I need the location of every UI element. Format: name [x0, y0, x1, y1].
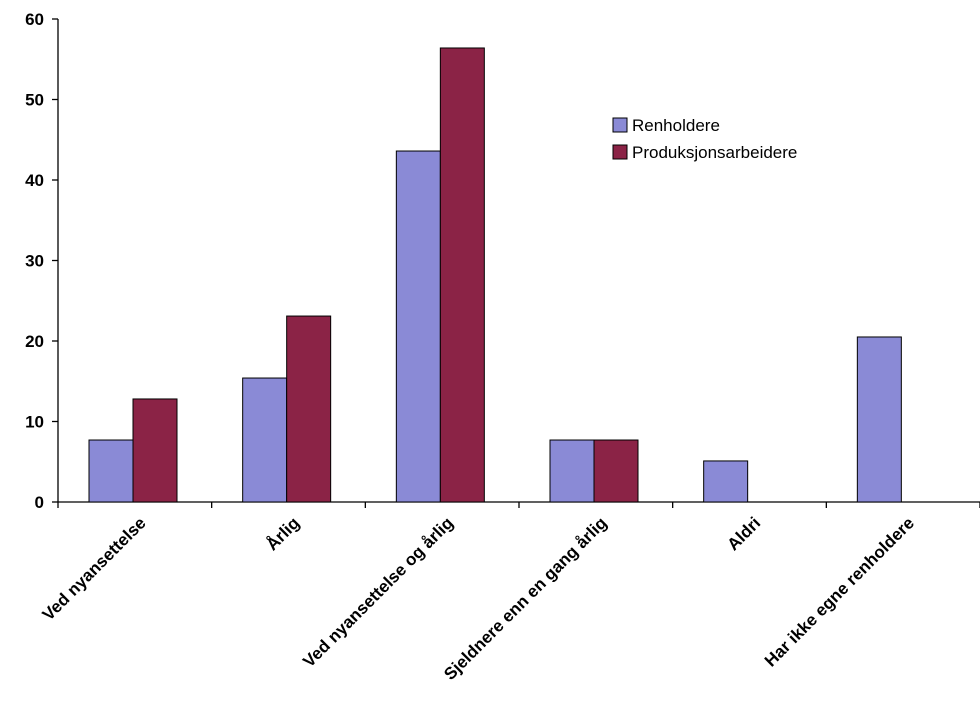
legend-swatch [612, 144, 628, 160]
legend: Renholdere Produksjonsarbeidere [608, 108, 840, 168]
x-category-label: Årlig [263, 513, 304, 554]
y-tick-label: 0 [35, 493, 44, 512]
y-tick-label: 30 [25, 252, 44, 271]
bar-renholdere-0 [88, 439, 134, 503]
x-category-label: Sjeldnere enn en gang årlig [440, 513, 610, 683]
x-category-label: Har ikke egne renholdere [761, 513, 918, 670]
bar-renholdere-4 [703, 460, 749, 503]
axes: 0 10 20 30 40 50 60 [25, 10, 980, 512]
y-tick-label: 50 [25, 91, 44, 110]
y-tick-label: 10 [25, 413, 44, 432]
bar-renholdere-3 [549, 439, 595, 503]
bar-produksjonsarbeidere-1 [286, 315, 332, 503]
legend-swatch [612, 117, 628, 133]
bar-produksjonsarbeidere-0 [132, 398, 178, 503]
legend-label: Renholdere [632, 116, 720, 135]
bar-renholdere-1 [242, 377, 288, 503]
bar-produksjonsarbeidere-2 [439, 47, 485, 503]
bar-renholdere-2 [395, 150, 441, 503]
legend-box [608, 108, 840, 168]
x-category-label: Ved nyansettelse [39, 513, 150, 624]
y-tick-label: 40 [25, 171, 44, 190]
x-category-label: Aldri [724, 513, 765, 554]
legend-label: Produksjonsarbeidere [632, 143, 797, 162]
bars [88, 47, 902, 503]
bar-produksjonsarbeidere-3 [593, 439, 639, 503]
bar-renholdere-5 [856, 336, 902, 503]
y-tick-label: 20 [25, 332, 44, 351]
x-category-label: Ved nyansettelse og årlig [299, 513, 457, 671]
y-tick-label: 60 [25, 10, 44, 29]
